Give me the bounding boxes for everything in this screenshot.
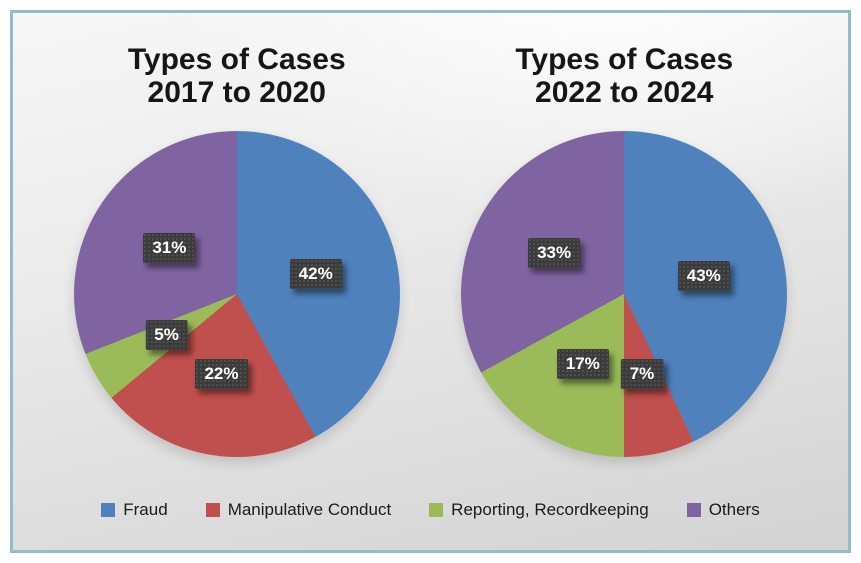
pie-chart-2017-2020: Types of Cases 2017 to 2020 42% 22% 5% 31% — [13, 13, 431, 500]
pie-slice-label: 22% — [195, 359, 248, 390]
pie-slice-label: 33% — [528, 237, 581, 268]
legend-label-manipulative-conduct: Manipulative Conduct — [227, 500, 392, 519]
pie-2022-2024: 43% 7% 17% 33% — [461, 131, 788, 457]
legend-swatch-manipulative-conduct — [205, 503, 220, 517]
pie-slice-label: 43% — [677, 261, 730, 292]
legend-item-manipulative-conduct: Manipulative Conduct — [205, 500, 392, 520]
legend-label-fraud: Fraud — [123, 500, 168, 519]
legend-label-others: Others — [708, 500, 760, 519]
pie-slice-label: 17% — [556, 349, 609, 380]
pie-chart-2022-2024: Types of Cases 2022 to 2024 43% 7% 17% 33% — [431, 13, 849, 500]
chart-title-line2: 2022 to 2024 — [535, 76, 714, 109]
chart-title-line1: Types of Cases — [127, 43, 346, 76]
chart-title-line1: Types of Cases — [515, 43, 734, 76]
pie-2017-2020: 42% 22% 5% 31% — [73, 131, 400, 457]
legend-label-reporting-recordkeeping: Reporting, Recordkeeping — [451, 500, 649, 519]
chart-title-line2: 2017 to 2020 — [147, 76, 326, 109]
legend-swatch-others — [686, 503, 701, 517]
pie-slice-label: 31% — [143, 233, 196, 264]
legend: Fraud Manipulative Conduct Reporting, Re… — [13, 500, 848, 550]
legend-item-reporting-recordkeeping: Reporting, Recordkeeping — [429, 500, 649, 520]
legend-item-others: Others — [686, 500, 760, 520]
chart-panel: Types of Cases 2017 to 2020 42% 22% 5% 31% … — [10, 10, 851, 553]
chart-title-2022-2024: Types of Cases 2022 to 2024 — [515, 43, 733, 109]
chart-title-2017-2020: Types of Cases 2017 to 2020 — [128, 43, 346, 109]
legend-swatch-reporting-recordkeeping — [429, 503, 444, 517]
pie-slice-label: 42% — [289, 258, 342, 289]
pie-slice-label: 7% — [620, 358, 664, 389]
legend-swatch-fraud — [101, 503, 116, 517]
charts-row: Types of Cases 2017 to 2020 42% 22% 5% 31% … — [13, 13, 848, 500]
pie-slice-label: 5% — [145, 320, 188, 351]
legend-item-fraud: Fraud — [101, 500, 168, 520]
